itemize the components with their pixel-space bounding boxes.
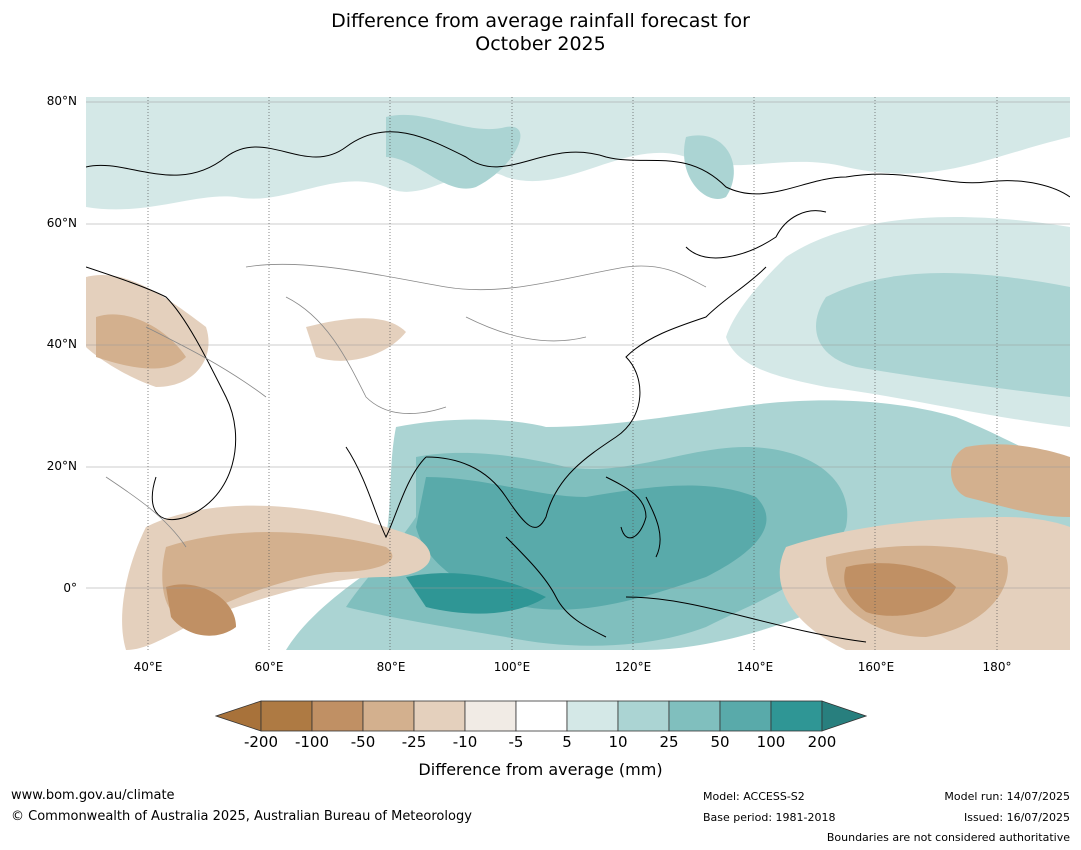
- lon-label-120e: 120°E: [614, 660, 652, 674]
- anomaly-region-central-asia: [306, 318, 406, 361]
- footer-copyright: © Commonwealth of Australia 2025, Austra…: [11, 809, 472, 824]
- lat-label-40n: 40°N: [46, 337, 77, 351]
- legend-swatch: [311, 700, 364, 732]
- footer-url[interactable]: www.bom.gov.au/climate: [11, 788, 175, 803]
- legend-swatch: [719, 700, 772, 732]
- lat-label-80n: 80°N: [46, 94, 77, 108]
- legend-tick-label: 100: [756, 733, 786, 751]
- lon-label-40e: 40°E: [133, 660, 163, 674]
- lat-label-0: 0°: [63, 581, 77, 595]
- legend-swatch: [566, 700, 619, 732]
- legend-arrow-low: [215, 700, 262, 732]
- legend-swatch: [464, 700, 517, 732]
- legend-arrow-high: [821, 700, 867, 732]
- anomaly-region-east-pacific: [951, 444, 1070, 517]
- legend-tick-label: 50: [710, 733, 730, 751]
- legend-tick-label: -50: [350, 733, 376, 751]
- anomaly-region-arctic: [86, 97, 1070, 210]
- title-line-2: October 2025: [475, 33, 606, 55]
- rainfall-map-svg: [86, 97, 1070, 650]
- lon-label-140e: 140°E: [736, 660, 774, 674]
- lon-label-180: 180°: [982, 660, 1012, 674]
- title-line-1: Difference from average rainfall forecas…: [331, 10, 750, 32]
- lon-label-80e: 80°E: [376, 660, 406, 674]
- lat-label-60n: 60°N: [46, 216, 77, 230]
- lon-label-100e: 100°E: [493, 660, 531, 674]
- graticule: [86, 101, 1070, 589]
- legend-tick-label: 200: [807, 733, 837, 751]
- footer-disclaimer: Boundaries are not considered authoritat…: [826, 831, 1070, 844]
- anomaly-region-indian-ocean: [406, 573, 546, 614]
- anomaly-region-east-africa: [166, 584, 236, 636]
- legend-tick-label: -25: [401, 733, 427, 751]
- legend-tick-label: -5: [508, 733, 524, 751]
- anomaly-region-middle-east-2: [96, 314, 186, 369]
- legend-colorbar: [215, 700, 867, 732]
- anomaly-region-central-pacific-3: [844, 563, 956, 616]
- legend-tick-label: -100: [294, 733, 330, 751]
- footer-model-run: Model run: 14/07/2025: [944, 790, 1070, 803]
- legend-tick-label: -10: [452, 733, 478, 751]
- footer-base-period: Base period: 1981-2018: [703, 811, 836, 824]
- legend-swatch: [515, 700, 568, 732]
- legend-tick-label: 25: [659, 733, 679, 751]
- footer-model: Model: ACCESS-S2: [703, 790, 805, 803]
- rainfall-map: [86, 97, 1070, 650]
- legend-swatch: [362, 700, 415, 732]
- anomaly-region-arctic-2: [386, 114, 521, 189]
- legend-swatch: [413, 700, 466, 732]
- legend-tick-label: 5: [562, 733, 572, 751]
- legend-swatch: [770, 700, 823, 732]
- country-borders: [105, 263, 707, 548]
- legend-tick-label: 10: [608, 733, 628, 751]
- lon-label-160e: 160°E: [857, 660, 895, 674]
- anomaly-region-maritime-2: [416, 477, 767, 610]
- map-title: Difference from average rainfall forecas…: [0, 10, 1081, 56]
- lat-label-20n: 20°N: [46, 459, 77, 473]
- coastlines: [86, 131, 1070, 643]
- lon-label-60e: 60°E: [254, 660, 284, 674]
- footer-issued: Issued: 16/07/2025: [963, 811, 1070, 824]
- anomaly-region-north-pacific-2: [816, 273, 1070, 397]
- legend-swatch: [668, 700, 721, 732]
- legend-swatch: [617, 700, 670, 732]
- legend-title: Difference from average (mm): [418, 760, 663, 779]
- legend-tick-label: -200: [243, 733, 279, 751]
- meridians: [147, 97, 998, 650]
- legend-swatch: [260, 700, 313, 732]
